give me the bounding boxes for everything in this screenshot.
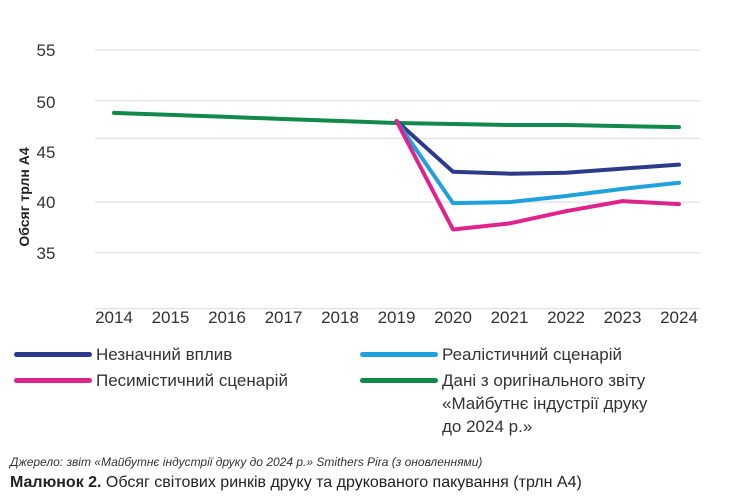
- x-tick-label: 2024: [660, 308, 698, 327]
- x-tick-label: 2023: [604, 308, 642, 327]
- x-tick-label: 2022: [547, 308, 585, 327]
- x-tick-label: 2020: [434, 308, 472, 327]
- figure-caption: Малюнок 2. Обсяг світових ринків друку т…: [10, 474, 582, 492]
- x-tick-label: 2019: [378, 308, 416, 327]
- y-tick-labels: 55 50 45 40 35: [37, 41, 56, 263]
- series-line: [394, 119, 681, 206]
- legend-swatch: [14, 352, 92, 357]
- legend-label: Дані з оригінального звіту «Майбутнє інд…: [442, 371, 648, 436]
- series-line: [394, 119, 681, 232]
- gridlines: [95, 49, 700, 310]
- legend-item-realistic: Реалістичний сценарій: [360, 343, 700, 366]
- x-tick-labels: 2014 2015 2016 2017 2018 2019 2020 2021 2022 2023…: [95, 308, 698, 327]
- y-tick-label: 55: [37, 41, 56, 60]
- series-line: [394, 119, 681, 176]
- legend-label: Песимістичний сценарій: [96, 371, 288, 390]
- x-tick-label: 2014: [95, 308, 133, 327]
- y-tick-label: 35: [37, 244, 56, 263]
- legend-item-minor-impact: Незначний вплив: [14, 343, 344, 366]
- source-note: Джерело: звіт «Майбутнє індустрії друку …: [10, 455, 483, 469]
- x-tick-label: 2018: [321, 308, 359, 327]
- y-tick-label: 50: [37, 93, 56, 112]
- y-axis-label: Обсяг трлн A4: [16, 147, 32, 246]
- x-tick-label: 2015: [152, 308, 190, 327]
- y-tick-label: 40: [37, 193, 56, 212]
- x-tick-label: 2017: [265, 308, 303, 327]
- x-tick-label: 2016: [208, 308, 246, 327]
- legend-swatch: [360, 352, 438, 357]
- legend-swatch: [360, 378, 438, 383]
- legend-label: Реалістичний сценарій: [442, 345, 623, 364]
- caption-text: Обсяг світових ринків друку та друковано…: [101, 474, 582, 491]
- y-tick-label: 45: [37, 143, 56, 162]
- legend-label: Незначний вплив: [96, 345, 233, 364]
- legend-swatch: [14, 378, 92, 383]
- x-tick-label: 2021: [491, 308, 529, 327]
- legend-item-pessimistic: Песимістичний сценарій: [14, 369, 344, 392]
- series-lines: [112, 110, 681, 232]
- legend-item-original-report: Дані з оригінального звіту «Майбутнє інд…: [360, 369, 660, 438]
- caption-prefix: Малюнок 2.: [10, 474, 102, 491]
